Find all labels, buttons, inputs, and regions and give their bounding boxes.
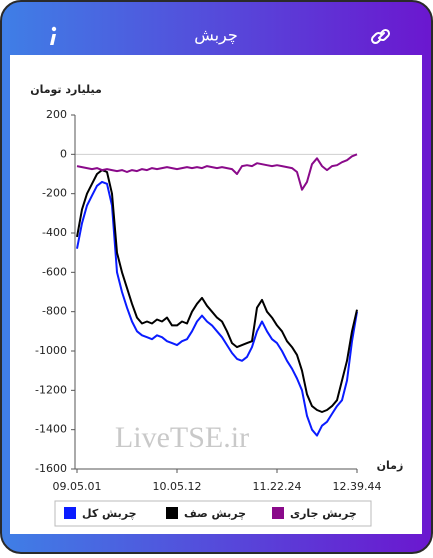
legend-swatch — [166, 507, 178, 519]
link-icon[interactable] — [370, 28, 391, 45]
y-tick-label: -1400 — [35, 423, 67, 436]
x-tick-label: 12.39.44 — [333, 480, 382, 493]
legend-swatch — [272, 507, 284, 519]
legend-swatch — [64, 507, 76, 519]
y-tick-label: -600 — [42, 265, 67, 278]
y-tick-label: -800 — [42, 305, 67, 318]
y-tick-label: 0 — [60, 147, 67, 160]
x-tick-label: 11.22.24 — [253, 480, 302, 493]
y-tick-label: -1200 — [35, 383, 67, 396]
y-tick-label: 200 — [46, 108, 67, 121]
x-tick-label: 10.05.12 — [153, 480, 202, 493]
panel — [10, 55, 422, 534]
series-line — [76, 169, 358, 413]
series-line — [76, 153, 358, 191]
legend-label: چربش صف — [184, 507, 246, 520]
info-icon[interactable] — [50, 26, 57, 45]
watermark: LiveTSE.ir — [115, 421, 249, 454]
x-axis-label: زمان — [377, 459, 404, 472]
y-tick-label: -200 — [42, 187, 67, 200]
y-tick-label: -1600 — [35, 462, 67, 475]
y-tick-label: -1000 — [35, 344, 67, 357]
page-title: چربش — [194, 26, 238, 46]
legend-label: چربش کل — [82, 507, 137, 520]
chart: میلیارد تومان زمان LiveTSE.ir — [30, 83, 403, 472]
y-axis-label: میلیارد تومان — [30, 83, 102, 96]
series-line — [76, 180, 358, 437]
legend-box — [54, 500, 372, 527]
legend-label: چربش جاری — [290, 507, 357, 520]
x-tick-label: 09.05.01 — [53, 480, 102, 493]
y-tick-label: -400 — [42, 226, 67, 239]
